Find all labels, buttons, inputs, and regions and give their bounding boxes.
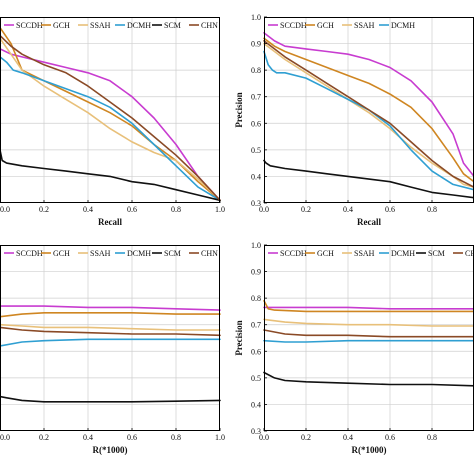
series-line-sccdh <box>263 306 474 310</box>
y-tick-label: 0.8 <box>251 294 261 303</box>
x-tick-label: 0.8 <box>427 205 437 214</box>
plot-frame <box>0 17 220 203</box>
series-line-ssah <box>263 318 474 327</box>
series-line-chn <box>263 40 474 188</box>
series-line-scm <box>263 159 474 199</box>
x-tick-label: 0.4 <box>343 205 353 214</box>
x-tick-label: 0.2 <box>301 205 311 214</box>
legend-label-dcmh: DCMH <box>391 249 415 258</box>
x-axis-label: R(*1000) <box>93 445 128 455</box>
legend-label-scm: SCM <box>428 249 445 258</box>
x-tick-label: 0.8 <box>171 433 181 442</box>
x-axis-label: Recall <box>98 217 122 227</box>
x-tick-label: 0.0 <box>0 433 10 442</box>
chart-panel-top-left: SCCDH GCH SSAH DCMH SCM CHN 0.0 0.2 0.4 0.6 0.8 1.0… <box>0 17 225 227</box>
series-line-sccdh <box>0 305 221 311</box>
series-line-gch <box>0 26 221 202</box>
series-line-sccdh <box>0 48 221 202</box>
y-tick-label: 0.5 <box>251 374 261 383</box>
legend-label-chn: CHN <box>201 249 218 258</box>
legend-label-ssah: SSAH <box>354 21 375 30</box>
x-tick-label: 0.8 <box>427 433 437 442</box>
y-tick-label: 0.4 <box>251 400 261 409</box>
legend-label-dcmh: DCMH <box>127 21 151 30</box>
y-tick-label: 0.6 <box>251 119 261 128</box>
x-tick-label: 0.4 <box>343 433 353 442</box>
legend-label-ssah: SSAH <box>90 21 111 30</box>
plot-frame <box>264 245 474 431</box>
series-line-ssah <box>0 37 221 202</box>
y-tick-label: 0.3 <box>251 199 261 208</box>
series-line-scm <box>0 149 221 202</box>
x-tick-label: 0.8 <box>171 205 181 214</box>
series-line-scm <box>0 395 221 403</box>
series-line-chn <box>263 329 474 338</box>
y-tick-label: 0.4 <box>251 172 261 181</box>
legend-label-scm: SCM <box>164 249 181 258</box>
chart-panel-top-right: SCCDH GCH SSAH DCMH 0.0 0.2 0.4 0.6 0.8 0.3 0.4 0.5… <box>234 13 474 227</box>
x-tick-label: 0.4 <box>83 205 93 214</box>
legend-label-sccdh: SCCDH <box>16 249 43 258</box>
x-tick-label: 0.0 <box>0 205 10 214</box>
x-axis-label: R(*1000) <box>352 445 387 455</box>
plot-frame <box>0 245 220 431</box>
legend-label-ssah: SSAH <box>354 249 375 258</box>
chart-panel-bottom-right: SCCDH GCH SSAH DCMH SCM CHN 0.0 0.2 0.4 0.6 0.8 0.3… <box>234 241 474 455</box>
x-tick-label: 0.6 <box>385 433 395 442</box>
legend-label-gch: GCH <box>317 249 334 258</box>
y-tick-label: 0.5 <box>251 146 261 155</box>
legend-label-gch: GCH <box>53 249 70 258</box>
legend-label-dcmh: DCMH <box>391 21 415 30</box>
series-line-dcmh <box>263 339 474 343</box>
x-tick-label: 0.2 <box>39 433 49 442</box>
legend-label-chn: CHN <box>465 249 474 258</box>
legend-label-scm: SCM <box>164 21 181 30</box>
series-line-scm <box>263 371 474 387</box>
chart-panel-bottom-left: SCCDH GCH SSAH DCMH SCM CHN 0.0 0.2 0.4 0.6 0.8 1.0… <box>0 245 225 455</box>
series-line-gch <box>263 299 474 313</box>
x-tick-label: 0.0 <box>259 205 269 214</box>
series-line-chn <box>0 34 221 202</box>
x-tick-label: 0.6 <box>127 433 137 442</box>
x-tick-label: 0.2 <box>39 205 49 214</box>
x-tick-label: 0.2 <box>301 433 311 442</box>
legend-label-chn: CHN <box>201 21 218 30</box>
y-axis-label: Precision <box>234 92 244 127</box>
y-tick-label: 0.9 <box>251 40 261 49</box>
x-tick-label: 1.0 <box>215 205 225 214</box>
x-tick-label: 1.0 <box>215 433 225 442</box>
y-tick-label: 0.8 <box>251 66 261 75</box>
series-line-ssah <box>263 42 474 188</box>
x-tick-label: 0.6 <box>385 205 395 214</box>
legend-label-sccdh: SCCDH <box>280 21 307 30</box>
series-line-gch <box>0 311 221 318</box>
series-line-sccdh <box>263 32 474 178</box>
series-line-dcmh <box>0 338 221 347</box>
x-axis-label: Recall <box>357 217 381 227</box>
y-tick-label: 0.7 <box>251 93 261 102</box>
y-tick-label: 0.3 <box>251 427 261 436</box>
legend-label-sccdh: SCCDH <box>280 249 307 258</box>
legend-label-sccdh: SCCDH <box>16 21 43 30</box>
x-tick-label: 0.4 <box>83 433 93 442</box>
x-tick-label: 0.6 <box>127 205 137 214</box>
legend-label-gch: GCH <box>53 21 70 30</box>
series-line-ssah <box>0 323 221 331</box>
legend-label-dcmh: DCMH <box>127 249 151 258</box>
series-line-chn <box>0 326 221 337</box>
series-line-gch <box>263 37 474 183</box>
y-tick-label: 0.7 <box>251 321 261 330</box>
y-tick-label: 0.9 <box>251 268 261 277</box>
legend-label-gch: GCH <box>317 21 334 30</box>
y-tick-label: 1.0 <box>251 13 261 22</box>
legend-label-ssah: SSAH <box>90 249 111 258</box>
y-tick-label: 0.6 <box>251 347 261 356</box>
series-line-dcmh <box>0 56 221 202</box>
y-axis-label: Precision <box>234 320 244 355</box>
x-tick-label: 0.0 <box>259 433 269 442</box>
series-line-dcmh <box>263 50 474 191</box>
y-tick-label: 1.0 <box>251 241 261 250</box>
